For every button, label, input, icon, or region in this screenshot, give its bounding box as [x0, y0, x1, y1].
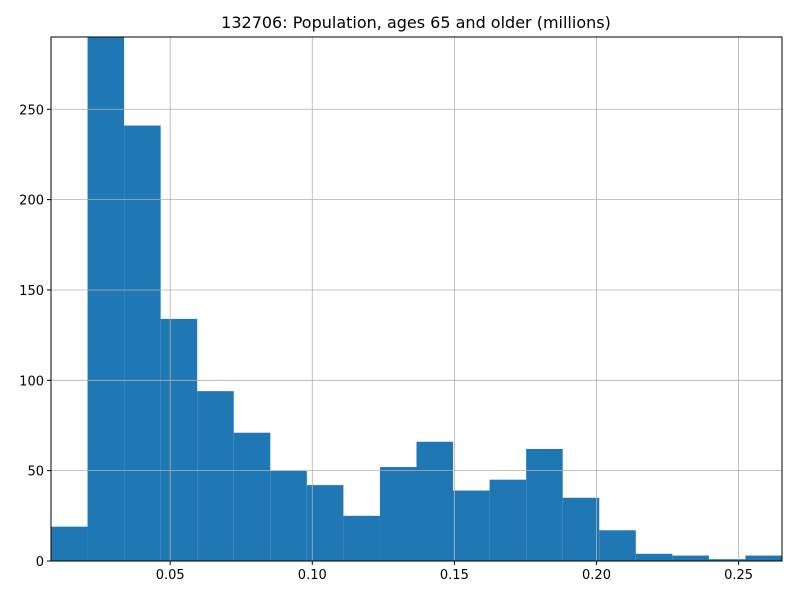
x-tick-label: 0.10: [298, 568, 327, 583]
y-tick-label: 250: [19, 103, 44, 118]
histogram-bar: [124, 125, 161, 561]
bars-layer: [51, 37, 782, 561]
histogram-bar: [197, 391, 234, 561]
histogram-bar: [526, 448, 563, 561]
histogram-bar: [379, 467, 417, 561]
histogram-bar: [672, 555, 709, 561]
grid-layer: [51, 37, 782, 562]
histogram-bar: [489, 479, 527, 561]
histogram-bar: [745, 555, 782, 561]
histogram-bar: [270, 470, 307, 561]
histogram-bar: [233, 432, 271, 561]
histogram-bar: [343, 515, 380, 561]
axes-layer: 0.05 0.10 0.15 0.20 0.25 0 50 100 150 200 250: [19, 36, 783, 583]
chart-title: 132706: Population, ages 65 and older (m…: [221, 13, 611, 32]
histogram-bar: [306, 485, 344, 561]
y-tick-label: 50: [27, 465, 44, 480]
histogram-bar: [453, 490, 490, 561]
plot-frame: [50, 36, 783, 562]
x-tick-label: 0.20: [582, 568, 611, 583]
histogram-bar: [599, 530, 636, 561]
x-tick-label: 0.05: [156, 568, 185, 583]
histogram-bar: [160, 318, 198, 561]
histogram-bar: [562, 497, 600, 561]
histogram-bar: [708, 559, 746, 561]
y-tick-label: 150: [19, 284, 44, 299]
y-tick-label: 0: [36, 555, 44, 570]
x-tick-label: 0.15: [440, 568, 469, 583]
y-tick-label: 100: [19, 374, 44, 389]
y-tick-label: 200: [19, 194, 44, 209]
histogram-bar: [87, 37, 125, 561]
x-tick-label: 0.25: [724, 568, 753, 583]
histogram-bar: [635, 553, 673, 561]
histogram-bar: [51, 526, 88, 561]
histogram-bar: [416, 441, 454, 561]
